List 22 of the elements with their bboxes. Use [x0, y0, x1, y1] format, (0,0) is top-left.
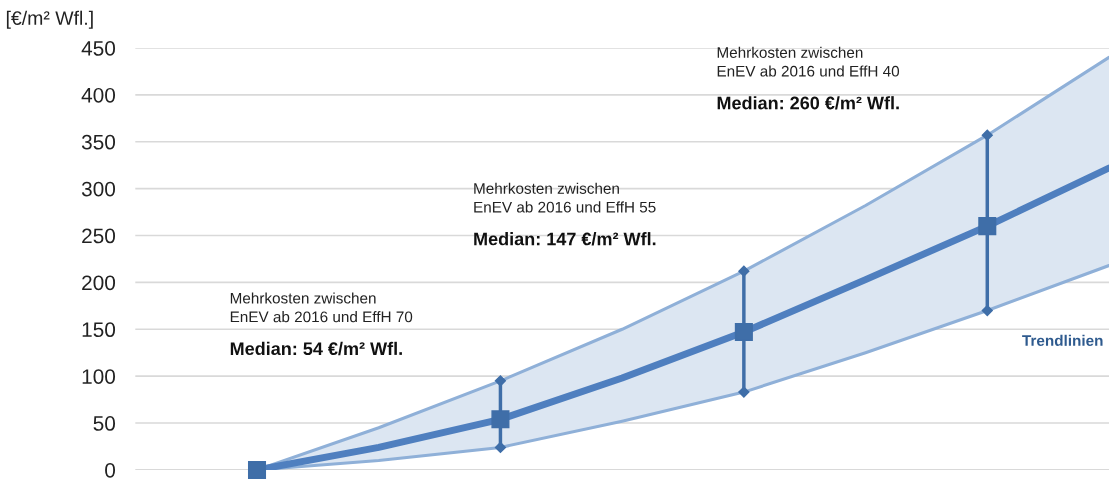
- point: [978, 217, 997, 236]
- y-tick-label: 200: [82, 275, 116, 291]
- point: [247, 460, 267, 479]
- annotation: Median: 54 €/m² Wfl.: [230, 341, 402, 356]
- y-axis-title: [€/m² Wfl.]: [6, 10, 93, 29]
- annotation: Mehrkosten zwischen EnEV ab 2016 und EffH 70: [230, 292, 413, 323]
- annotation: Median: 260 €/m² Wfl.: [717, 96, 899, 110]
- y-tick-label: 50: [93, 416, 116, 431]
- y-tick-label: 150: [82, 322, 116, 338]
- annotation: Mehrkosten zwischen EnEV ab 2016 und EffH 55: [474, 182, 656, 213]
- y-tick-label: 100: [82, 369, 116, 384]
- y-tick-label: 450: [81, 41, 116, 56]
- annotation: Median: 147 €/m² Wfl.: [474, 232, 656, 246]
- point: [734, 323, 753, 342]
- y-tick-label: 0: [105, 462, 116, 478]
- y-tick-label: 350: [81, 134, 116, 150]
- point: [491, 410, 510, 429]
- y-tick-label: 400: [81, 87, 116, 103]
- annotation: Mehrkosten zwischen EnEV ab 2016 und EffH 40: [717, 46, 900, 77]
- y-tick-label: 300: [81, 181, 116, 197]
- y-tick-label: 250: [82, 228, 116, 244]
- annotation: Trendlinien: [1022, 334, 1103, 347]
